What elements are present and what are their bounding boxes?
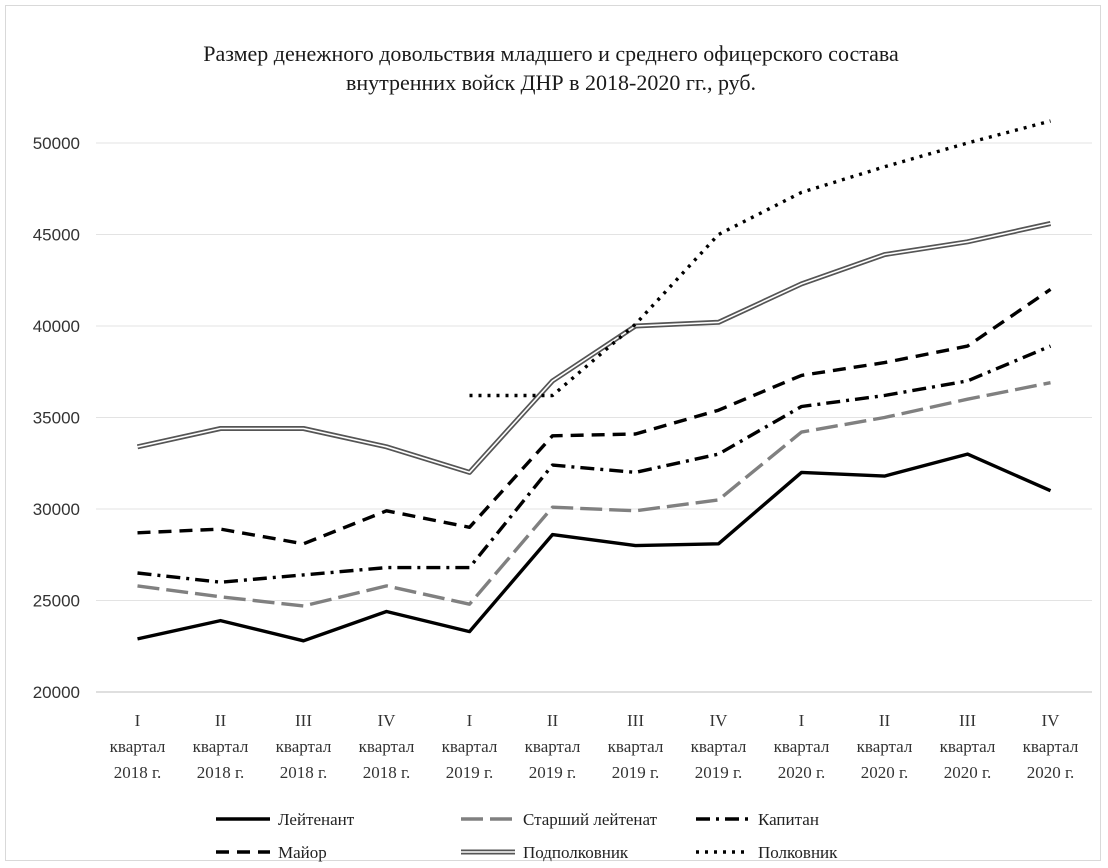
x-tick-label: II	[879, 711, 891, 730]
x-tick-label: I	[467, 711, 473, 730]
legend-label: Подполковник	[523, 843, 629, 862]
x-tick-label: 2018 г.	[363, 763, 411, 782]
x-tick-label: квартал	[442, 737, 498, 756]
x-tick-label: 2018 г.	[197, 763, 245, 782]
legend-item: Лейтенант	[216, 810, 355, 829]
legend-item: Подполковник	[461, 843, 629, 862]
series-line	[137, 452, 1052, 643]
x-tick-label: 2020 г.	[944, 763, 992, 782]
x-tick-label: квартал	[1023, 737, 1079, 756]
x-tick-label: 2019 г.	[446, 763, 494, 782]
series-lines	[136, 119, 1052, 643]
chart-frame: Размер денежного довольствия младшего и …	[5, 5, 1101, 862]
legend: Лейтенант Старший лейтенат Капитан Майор Под…	[216, 810, 838, 862]
x-tick-label: III	[627, 711, 644, 730]
legend-label: Полковник	[758, 843, 838, 862]
series-0	[137, 452, 1052, 643]
y-tick-label: 45000	[33, 226, 80, 245]
y-tick-label: 20000	[33, 683, 80, 702]
series-line-inner	[137, 222, 1051, 474]
chart-title-line-1: Размер денежного довольствия младшего и …	[203, 41, 899, 66]
x-tick-label: 2018 г.	[280, 763, 328, 782]
x-tick-label: II	[547, 711, 559, 730]
x-tick-label: квартал	[774, 737, 830, 756]
x-tick-label: квартал	[110, 737, 166, 756]
y-tick-label: 30000	[33, 500, 80, 519]
x-tick-label: III	[295, 711, 312, 730]
legend-item: Майор	[216, 843, 327, 862]
legend-label: Лейтенант	[278, 810, 355, 829]
series-line	[137, 381, 1051, 608]
y-tick-label: 25000	[33, 592, 80, 611]
x-tick-label: квартал	[276, 737, 332, 756]
x-tick-label: квартал	[857, 737, 913, 756]
legend-label: Капитан	[758, 810, 819, 829]
x-tick-label: II	[215, 711, 227, 730]
x-tick-label: I	[135, 711, 141, 730]
x-tick-label: квартал	[691, 737, 747, 756]
legend-label: Майор	[278, 843, 327, 862]
legend-item: Капитан	[696, 810, 819, 829]
x-tick-label: квартал	[940, 737, 996, 756]
legend-label: Старший лейтенат	[523, 810, 658, 829]
x-tick-label: квартал	[359, 737, 415, 756]
series-line	[137, 287, 1052, 546]
x-tick-label: 2020 г.	[1027, 763, 1075, 782]
x-tick-label: IV	[378, 711, 397, 730]
series-5	[469, 119, 1051, 398]
x-tick-label: IV	[1042, 711, 1061, 730]
x-tick-label: 2020 г.	[861, 763, 909, 782]
line-chart: Размер денежного довольствия младшего и …	[33, 41, 1092, 862]
x-tick-label: квартал	[193, 737, 249, 756]
x-tick-label: квартал	[525, 737, 581, 756]
x-tick-label: IV	[710, 711, 729, 730]
series-2	[137, 344, 1052, 584]
y-tick-label: 40000	[33, 317, 80, 336]
series-line	[469, 119, 1051, 398]
chart-title-line-2: внутренних войск ДНР в 2018-2020 гг., ру…	[346, 70, 756, 95]
x-tick-label: 2018 г.	[114, 763, 162, 782]
x-tick-label: квартал	[608, 737, 664, 756]
x-tick-label: 2019 г.	[695, 763, 743, 782]
gridlines	[96, 142, 1092, 693]
x-tick-label: 2019 г.	[529, 763, 577, 782]
y-axis: 20000 25000 30000 35000 40000 45000 50000	[33, 134, 80, 702]
x-tick-label: I	[799, 711, 805, 730]
legend-item: Старший лейтенат	[461, 810, 658, 829]
legend-item: Полковник	[696, 843, 838, 862]
x-tick-label: 2020 г.	[778, 763, 826, 782]
x-tick-label: 2019 г.	[612, 763, 660, 782]
series-1	[137, 381, 1051, 608]
series-line	[137, 344, 1052, 584]
x-tick-label: III	[959, 711, 976, 730]
y-tick-label: 50000	[33, 134, 80, 153]
series-3	[137, 287, 1052, 546]
series-4	[136, 221, 1052, 475]
y-tick-label: 35000	[33, 409, 80, 428]
